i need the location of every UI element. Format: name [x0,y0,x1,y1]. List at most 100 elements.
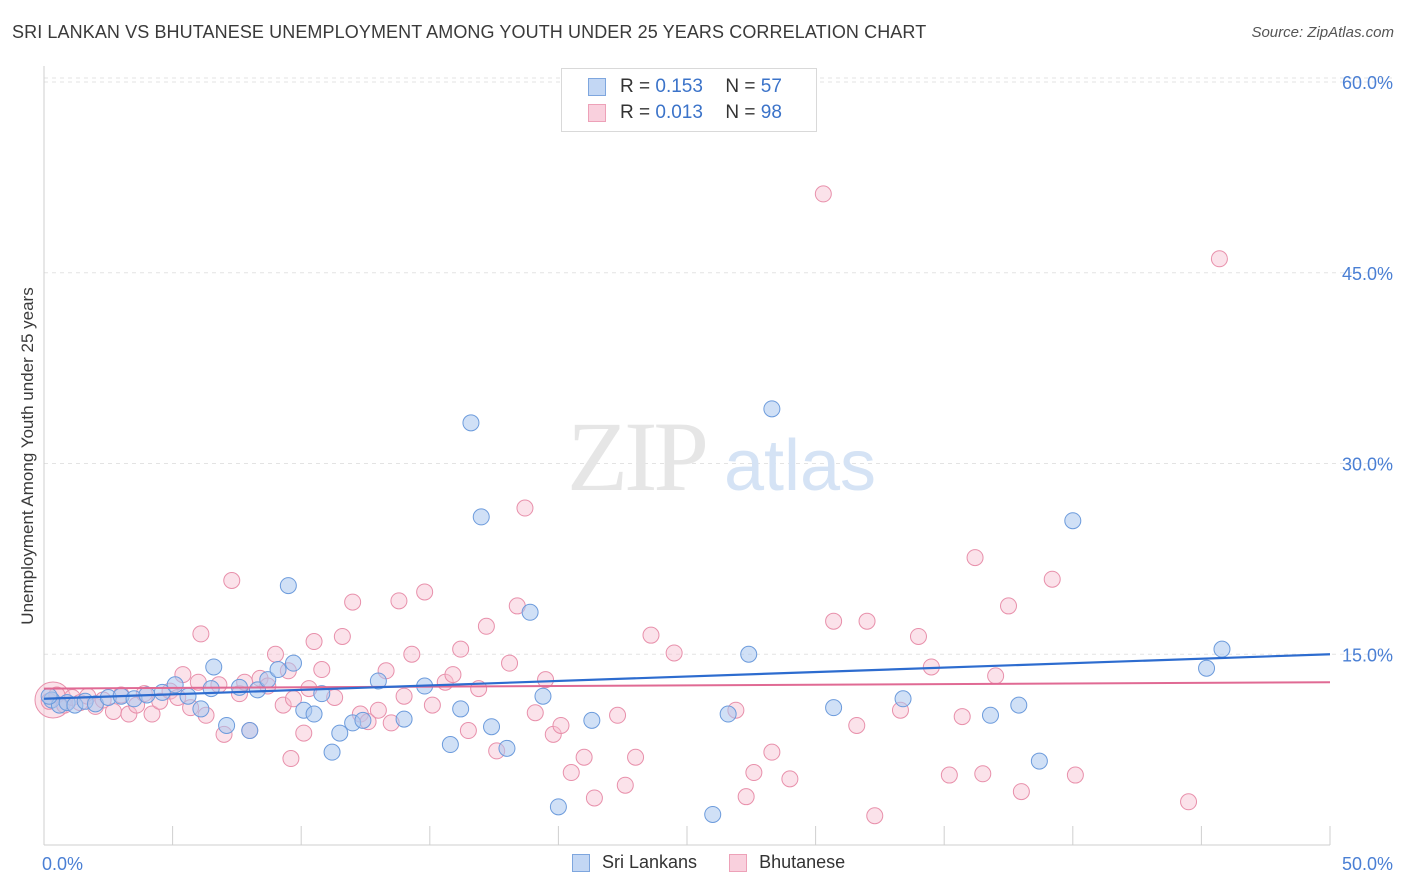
sri-lankan-trend-line [43,653,1331,700]
bhutanese-point [974,765,992,783]
watermark-atlas: atlas [724,426,876,506]
bhutanese-point [609,706,627,724]
bhutanese-point [344,593,362,611]
chart-title: SRI LANKAN VS BHUTANESE UNEMPLOYMENT AMO… [12,22,927,42]
trend-layer [43,653,1331,700]
sri-lankan-point [704,805,722,823]
legend-n-label: N = [725,102,756,123]
bhutanese-point [403,645,421,663]
sri-lankan-point [395,710,413,728]
legend-swatch-sri-lankans [588,78,606,96]
sri-lankan-point [825,699,843,717]
legend-r-value-sri: 0.153 [655,76,703,97]
legend-swatch-bhutanese [588,104,606,122]
sri-lankan-point [166,676,184,694]
bhutanese-point [627,748,645,766]
bhutanese-point [390,592,408,610]
bhutanese-point [737,788,755,806]
sri-lankan-point [1213,640,1231,658]
legend-row-sri-lankans: R = 0.153 N = 57 [588,74,782,100]
bhutanese-point [1000,597,1017,615]
sri-lankan-point [521,603,539,621]
series-swatch-sri-lankans [572,853,590,872]
y-tick-label: 15.0% [1342,645,1393,665]
watermark-zip: ZIP [567,401,705,512]
tick-labels: 15.0% 30.0% 45.0% 60.0% 0.0% 50.0% [42,73,1393,874]
bhutanese-point [763,743,781,761]
bhutanese-point [848,716,866,734]
bhutanese-point [665,644,683,662]
sri-lankan-point [354,711,372,729]
bhutanese-point [858,612,876,630]
x-tick-label-max: 50.0% [1342,854,1393,874]
bhutanese-point [369,701,387,719]
bhutanese-point [585,789,603,807]
bhutanese-point [562,764,580,782]
legend-n-value-bhu: 98 [760,102,782,123]
sri-lankan-point [483,718,501,736]
bhutanese-point [616,776,634,794]
legend-r-label: R = [620,102,651,123]
bhutanese-point [953,708,971,726]
sri-lankan-point [331,724,349,742]
sri-lankan-point [462,414,480,432]
sri-lankan-point [498,739,516,757]
series-label-bhutanese: Bhutanese [759,852,846,872]
legend-r-label: R = [620,76,651,97]
bhutanese-point [526,704,544,722]
bhutanese-point [745,764,763,782]
grid-layer [44,77,1392,655]
y-tick-label: 60.0% [1342,73,1393,93]
bhutanese-point [642,626,660,644]
bhutanese-point [313,661,331,679]
bhutanese-point [866,807,884,825]
bhutanese-point [459,722,477,740]
bhutanese-point [516,499,534,517]
bhutanese-point [1066,766,1084,784]
sri-lankan-point [218,716,236,734]
bhutanese-point [552,716,570,734]
legend-n-label: N = [725,76,756,97]
series-legend-sri-lankans: Sri Lankans [572,852,697,873]
bhutanese-point [477,617,495,635]
sri-lankan-point [1030,752,1048,770]
bhutanese-trend-line [43,681,1331,690]
bhutanese-point [444,666,462,684]
bhutanese-point [274,696,292,714]
bhutanese-point [192,625,210,643]
sri-lankan-point [305,705,323,723]
bhutanese-point [295,724,313,742]
bhutanese-point [537,671,555,689]
bhutanese-point [143,705,161,723]
legend-r-value-bhu: 0.013 [655,102,703,123]
bhutanese-point [966,549,984,567]
sri-lankan-point [1198,659,1216,677]
bhutanese-point [781,770,799,788]
bhutanese-point [575,748,593,766]
sri-lankan-point [583,711,601,729]
bhutanese-point [266,645,284,663]
correlation-legend: R = 0.153 N = 57 R = 0.013 N = 98 [561,68,817,132]
bhutanese-point [1180,793,1198,811]
sri-lankan-point [1064,512,1082,530]
bhutanese-point [416,583,434,601]
bhutanese-point [940,766,958,784]
bhutanese-point [1210,250,1228,268]
sri-lankan-point [472,508,490,526]
legend-row-bhutanese: R = 0.013 N = 98 [588,100,782,126]
sri-lankan-point [241,722,259,740]
x-tick-label-min: 0.0% [42,854,83,874]
bhutanese-point [909,627,927,645]
series-legend: Sri Lankans Bhutanese [572,852,877,873]
sri-lankan-point [441,736,459,754]
series-legend-bhutanese: Bhutanese [729,852,845,873]
bhutanese-point [1043,570,1061,588]
series-swatch-bhutanese [729,853,748,872]
sri-lankan-point [179,687,197,705]
sri-lankan-point [894,690,912,708]
bhutanese-point [501,654,519,672]
bhutanese-point [825,612,843,630]
bhutanese-point [333,627,351,645]
bhutanese-point [814,185,832,203]
